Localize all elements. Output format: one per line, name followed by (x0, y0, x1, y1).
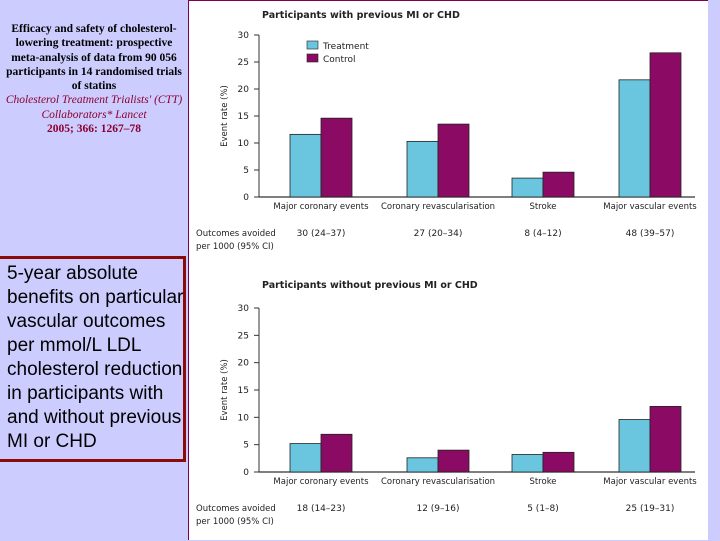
chart-without-previous-mi: Participants without previous MI or CHD E… (196, 280, 697, 527)
y-tick-label: 25 (238, 331, 249, 341)
outcome-value: 12 (9–16) (416, 504, 459, 514)
outcomes-label: per 1000 (95% CI) (196, 517, 274, 527)
chart-title: Participants with previous MI or CHD (262, 10, 460, 21)
bar-treatment (289, 443, 322, 473)
y-tick-label: 30 (238, 304, 250, 314)
outcome-value: 30 (24–37) (297, 229, 346, 239)
y-tick-label: 0 (243, 193, 249, 203)
bar-treatment (511, 177, 544, 198)
bar-treatment (289, 133, 322, 198)
chart-panel: Participants with previous MI or CHD Even… (188, 0, 708, 540)
y-tick-label: 30 (238, 31, 250, 41)
legend-label-control: Control (323, 55, 356, 65)
bar-control (542, 171, 575, 198)
y-tick-label: 0 (243, 468, 249, 478)
y-tick-label: 25 (238, 58, 249, 68)
description-text: 5-year absolute benefits on particular v… (7, 263, 184, 452)
bar-control (649, 405, 682, 473)
bar-control (649, 52, 682, 198)
chart-with-previous-mi: Participants with previous MI or CHD Even… (196, 10, 697, 252)
bar-control (437, 449, 470, 473)
y-axis-label: Event rate (%) (220, 359, 230, 421)
outcome-value: 25 (19–31) (626, 504, 675, 514)
outcome-value: 27 (20–34) (414, 229, 463, 239)
category-label: Stroke (529, 477, 556, 487)
chart-title: Participants without previous MI or CHD (262, 280, 478, 291)
citation: Efficacy and safety of cholesterol-lower… (4, 22, 184, 136)
outcomes-label: per 1000 (95% CI) (196, 242, 274, 252)
category-label: Major vascular events (603, 202, 697, 212)
bar-control (437, 123, 470, 198)
legend-swatch-treatment (306, 40, 319, 50)
citation-authors: Cholesterol Treatment Trialists' (CTT) C… (5, 94, 183, 121)
y-tick-label: 20 (238, 85, 250, 95)
bar-treatment (618, 419, 651, 473)
bar-treatment (618, 79, 651, 198)
category-label: Major coronary events (273, 202, 369, 212)
y-tick-label: 20 (238, 359, 250, 369)
y-tick-label: 5 (243, 441, 249, 451)
y-tick-label: 15 (238, 112, 249, 122)
y-tick-label: 5 (243, 166, 249, 176)
category-label: Major coronary events (273, 477, 369, 487)
bar-control (320, 117, 353, 198)
y-tick-label: 15 (238, 386, 249, 396)
category-label: Coronary revascularisation (381, 477, 495, 487)
bar-treatment (406, 457, 439, 473)
y-axis-label: Event rate (%) (220, 85, 230, 147)
y-tick-label: 10 (238, 139, 250, 149)
category-label: Coronary revascularisation (381, 202, 495, 212)
outcomes-label: Outcomes avoided (196, 229, 276, 239)
y-tick-label: 10 (238, 413, 250, 423)
bar-control (320, 433, 353, 473)
legend-swatch-control (306, 53, 319, 63)
category-label: Stroke (529, 202, 556, 212)
bar-treatment (511, 454, 544, 473)
category-label: Major vascular events (603, 477, 697, 487)
outcome-value: 48 (39–57) (626, 229, 675, 239)
outcome-value: 5 (1–8) (527, 504, 559, 514)
bar-treatment (406, 140, 439, 198)
outcome-value: 8 (4–12) (524, 229, 561, 239)
citation-title: Efficacy and safety of cholesterol-lower… (6, 23, 182, 93)
citation-reference: 2005; 366: 1267–78 (47, 123, 141, 136)
description-box (0, 256, 186, 462)
outcomes-label: Outcomes avoided (196, 504, 276, 514)
legend-label-treatment: Treatment (322, 42, 369, 52)
bar-control (542, 451, 575, 473)
outcome-value: 18 (14–23) (297, 504, 346, 514)
